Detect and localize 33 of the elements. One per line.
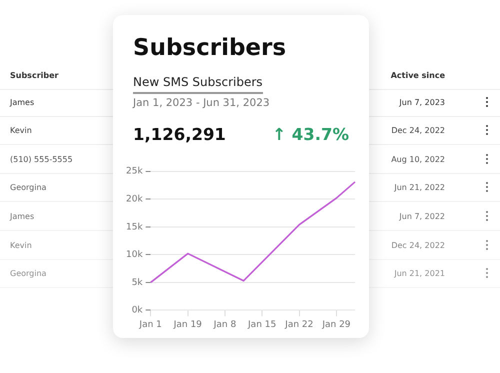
text: James: [10, 98, 34, 107]
x-tick-label: Jan 15: [247, 320, 276, 330]
text: James: [10, 212, 34, 221]
text: Aug 10, 2022: [391, 155, 445, 164]
x-tick-label: Jan 29: [321, 320, 351, 330]
y-tick-label: 5k: [132, 278, 144, 288]
text: Kevin: [10, 126, 32, 135]
text: Active since: [390, 71, 445, 80]
y-tick-label: 25k: [126, 166, 144, 177]
text: Jun 21, 2022: [394, 183, 445, 192]
chart-subtitle: New SMS Subscribers: [133, 75, 263, 94]
text: Georgina: [10, 183, 46, 192]
text: Jun 21, 2021: [394, 269, 445, 278]
text: Jun 7, 2023: [399, 98, 445, 107]
x-tick-label: Jan 22: [284, 320, 314, 330]
text: (510) 555-5555: [10, 155, 73, 164]
y-tick-label: 0k: [132, 306, 144, 316]
text: Jan 1, 2023 - Jun 31, 2023: [133, 97, 270, 109]
text: 1,126,291: [133, 125, 226, 144]
y-tick-label: 10k: [126, 250, 144, 260]
text: Dec 24, 2022: [391, 241, 445, 250]
text: Subscriber: [10, 71, 58, 80]
x-tick-label: Jan 19: [172, 320, 202, 330]
text: Jun 7, 2022: [399, 212, 445, 221]
text: Georgina: [10, 269, 46, 278]
text: ↑ 43.7%: [272, 125, 349, 144]
chart-title: Subscribers: [133, 35, 286, 61]
text: Dec 24, 2022: [391, 126, 445, 135]
y-tick-label: 15k: [126, 222, 144, 232]
text: Kevin: [10, 241, 32, 250]
x-tick-label: Jan 8: [212, 320, 236, 330]
y-tick-label: 20k: [126, 194, 144, 205]
x-tick-label: Jan 1: [138, 320, 162, 330]
